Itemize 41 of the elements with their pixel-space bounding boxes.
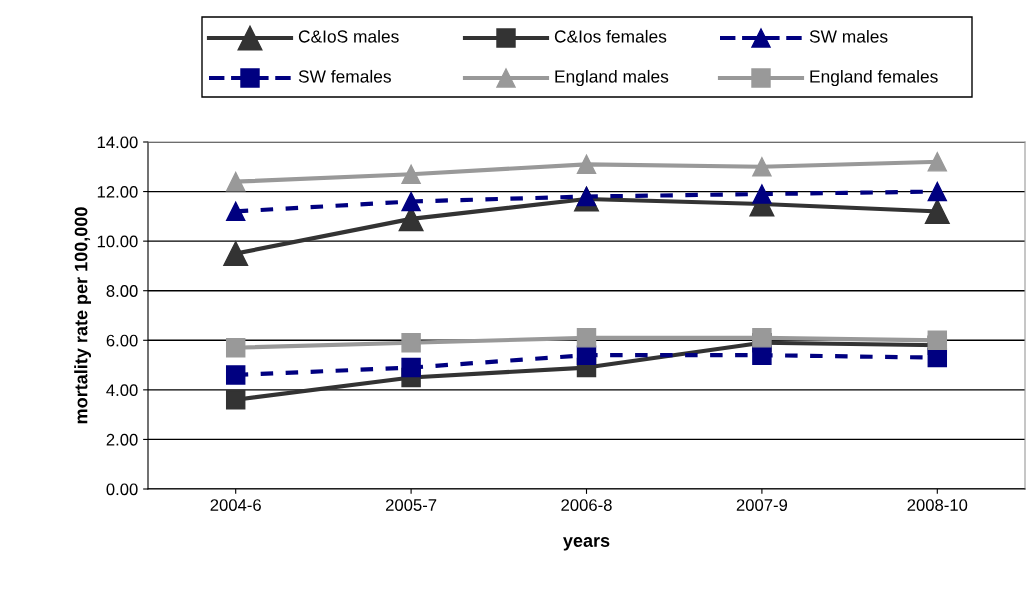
legend-label: England males: [555, 69, 669, 87]
point: [223, 241, 249, 267]
point: [752, 328, 772, 348]
x-tick-label: 2008-10: [907, 499, 968, 511]
x-tick-label: 2006-8: [561, 499, 612, 511]
point: [752, 157, 772, 177]
y-tick-label: 12.00: [97, 185, 138, 198]
x-tick-label: 2004-6: [210, 499, 261, 511]
point: [225, 171, 246, 192]
legend-label: SW males: [809, 29, 888, 43]
point: [401, 164, 421, 184]
y-tick-label: 14.00: [97, 136, 138, 149]
point: [576, 328, 597, 348]
legend-label: C&IoS males: [298, 29, 399, 43]
point: [752, 345, 772, 365]
point: [927, 330, 948, 351]
point: [752, 184, 772, 204]
y-tick-label: 0.00: [106, 483, 138, 496]
x-tick-label: 2005-7: [385, 499, 437, 511]
point: [225, 201, 246, 222]
point: [225, 390, 246, 410]
x-axis-title: years: [563, 537, 610, 551]
y-tick-label: 4.00: [106, 384, 138, 397]
point: [927, 181, 948, 202]
y-tick-label: 6.00: [106, 334, 138, 347]
y-tick-label: 10.00: [97, 235, 138, 248]
point: [927, 152, 948, 172]
y-tick-label: 8.00: [106, 285, 138, 297]
point: [401, 357, 421, 378]
legend-label: England females: [810, 69, 938, 87]
y-axis-title: mortality rate per 100,000: [74, 207, 92, 424]
point: [401, 333, 421, 353]
point: [225, 365, 246, 385]
x-tick-label: 2007-9: [736, 499, 788, 511]
point: [576, 154, 597, 175]
y-tick-label: 2.00: [106, 433, 138, 446]
point: [401, 191, 421, 212]
point: [924, 198, 950, 224]
point: [225, 337, 246, 358]
legend-label: C&Ios females: [554, 29, 667, 43]
legend-label: SW females: [298, 69, 391, 83]
